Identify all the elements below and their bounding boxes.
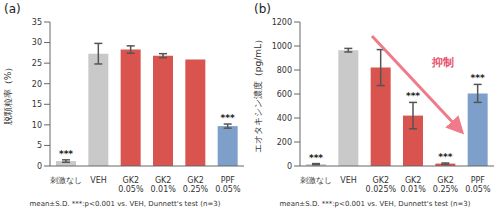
svg-text:エオタキシン濃度（pg/mL）: エオタキシン濃度（pg/mL） <box>253 35 263 153</box>
svg-text:1200: 1200 <box>272 18 292 27</box>
svg-text:GK2: GK2 <box>373 176 390 185</box>
svg-text:0.01%: 0.01% <box>150 185 176 194</box>
svg-text:600: 600 <box>277 90 292 99</box>
svg-text:0: 0 <box>287 162 292 171</box>
svg-text:***: *** <box>406 91 420 101</box>
svg-text:GK2: GK2 <box>437 176 454 185</box>
svg-text:PPF: PPF <box>221 176 236 185</box>
html-text:mean±S.D. ***:p<0.001 vs. VEH,: mean±S.D. ***:p<0.001 vs. VEH, Dunnett's… <box>29 200 221 208</box>
html-text:mean±S.D. ***:p<0.001 vs. VEH,: mean±S.D. ***:p<0.001 vs. VEH, Dunnett's… <box>279 200 471 208</box>
svg-text:1000: 1000 <box>272 42 292 51</box>
svg-text:GK2: GK2 <box>405 176 422 185</box>
svg-text:0.25%: 0.25% <box>433 185 459 194</box>
svg-text:刺激なし: 刺激なし <box>50 176 82 185</box>
html-text:(b): (b) <box>254 2 271 16</box>
svg-text:800: 800 <box>277 66 292 75</box>
svg-text:0: 0 <box>37 162 42 171</box>
svg-text:15: 15 <box>32 100 42 109</box>
svg-text:0.05%: 0.05% <box>118 185 144 194</box>
svg-text:PPF: PPF <box>471 176 486 185</box>
svg-text:0.25%: 0.25% <box>183 185 209 194</box>
svg-text:25: 25 <box>32 59 42 68</box>
svg-text:刺激なし: 刺激なし <box>300 176 332 185</box>
svg-text:***: *** <box>221 113 235 123</box>
svg-text:400: 400 <box>277 114 292 123</box>
svg-text:0.025%: 0.025% <box>366 185 397 194</box>
svg-text:GK2: GK2 <box>187 176 204 185</box>
svg-text:GK2: GK2 <box>123 176 140 185</box>
svg-text:抑制: 抑制 <box>431 56 454 69</box>
svg-text:***: *** <box>471 73 485 83</box>
html-text:(a): (a) <box>4 2 21 16</box>
svg-text:***: *** <box>59 149 73 159</box>
svg-text:0.05%: 0.05% <box>215 185 241 194</box>
svg-text:0.01%: 0.01% <box>400 185 426 194</box>
svg-text:30: 30 <box>32 38 42 47</box>
svg-text:GK2: GK2 <box>155 176 172 185</box>
svg-text:200: 200 <box>277 138 292 147</box>
svg-text:脱顆粒率（%）: 脱顆粒率（%） <box>8 63 13 126</box>
svg-text:5: 5 <box>37 141 42 150</box>
svg-text:VEH: VEH <box>90 176 107 185</box>
svg-text:***: *** <box>309 153 323 163</box>
svg-text:0.05%: 0.05% <box>465 185 491 194</box>
svg-text:20: 20 <box>32 80 42 89</box>
svg-text:10: 10 <box>32 121 42 130</box>
svg-text:***: *** <box>438 152 452 162</box>
svg-text:35: 35 <box>32 18 42 27</box>
svg-text:VEH: VEH <box>340 176 357 185</box>
